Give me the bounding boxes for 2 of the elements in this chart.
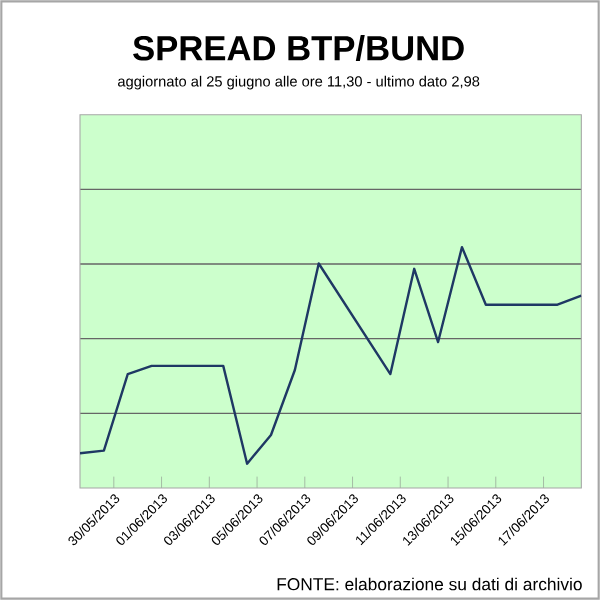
chart-title: SPREAD BTP/BUND <box>133 35 464 61</box>
source-note: FONTE: elaborazione su dati di archivio <box>277 577 582 591</box>
